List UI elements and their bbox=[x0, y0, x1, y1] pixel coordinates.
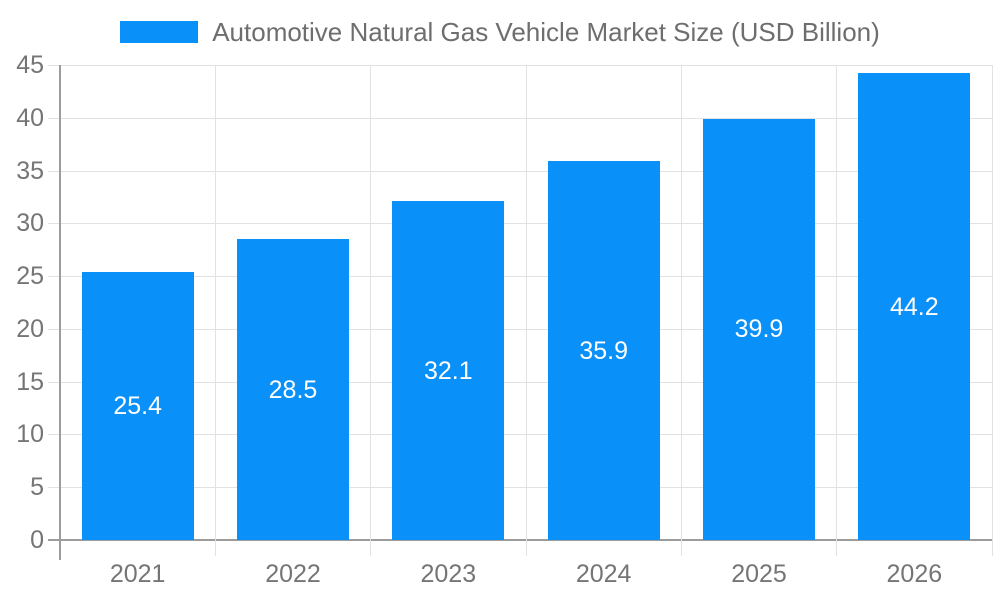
x-axis-tick-label: 2023 bbox=[420, 560, 477, 588]
bar-value-label: 39.9 bbox=[734, 315, 784, 344]
gridline-horizontal bbox=[48, 65, 992, 66]
gridline-horizontal bbox=[48, 328, 992, 330]
y-axis-tick-label: 0 bbox=[30, 526, 44, 554]
bar-2024[interactable] bbox=[547, 161, 660, 540]
bar-value-label: 32.1 bbox=[423, 356, 473, 385]
gridline-horizontal bbox=[48, 434, 992, 436]
gridline-vertical category-boundary bbox=[214, 65, 216, 556]
legend[interactable]: Automotive Natural Gas Vehicle Market Si… bbox=[0, 18, 1000, 46]
x-axis-tick-label: 2021 bbox=[109, 560, 166, 588]
x-axis-tick-label: 2024 bbox=[575, 560, 632, 588]
y-axis-tick-label: 45 bbox=[16, 51, 44, 79]
y-axis-tick-label: 20 bbox=[16, 314, 44, 343]
bar-2021[interactable] bbox=[81, 271, 194, 540]
gridline-vertical category-boundary bbox=[991, 65, 993, 556]
bar-2025[interactable] bbox=[703, 118, 815, 540]
y-axis-tick-label: 15 bbox=[16, 367, 44, 396]
x-axis-tick-label: 2022 bbox=[265, 560, 321, 588]
legend-label chart-title: Automotive Natural Gas Vehicle Market Si… bbox=[212, 17, 880, 47]
bar-2022[interactable] bbox=[237, 239, 349, 540]
legend-swatch bbox=[120, 21, 199, 43]
y-axis-tick-label: 40 bbox=[16, 103, 44, 132]
gridline-vertical category-boundary bbox=[525, 65, 527, 556]
gridline-horizontal bbox=[48, 223, 992, 225]
y-axis-tick-label: 30 bbox=[16, 209, 44, 238]
gridline-horizontal bbox=[48, 276, 992, 278]
gridline-horizontal bbox=[48, 117, 992, 119]
y-axis-tick-label: 25 bbox=[16, 262, 44, 291]
gridline-vertical category-boundary bbox=[370, 65, 372, 556]
y-axis-tick-label: 5 bbox=[30, 473, 44, 502]
gridline-horizontal bbox=[48, 170, 992, 172]
bar-value-label: 44.2 bbox=[889, 292, 939, 321]
y-axis-line bbox=[59, 65, 61, 560]
bar-value-label: 25.4 bbox=[113, 391, 162, 420]
gridline-vertical category-boundary bbox=[680, 65, 682, 556]
bar-2026[interactable] bbox=[858, 73, 971, 540]
bar-value-label: 35.9 bbox=[579, 336, 628, 365]
gridline-horizontal bbox=[48, 381, 992, 383]
y-axis-tick-label: 35 bbox=[16, 156, 44, 185]
x-axis-tick-label: 2026 bbox=[886, 560, 943, 588]
gridline-horizontal bbox=[48, 487, 992, 489]
y-axis-tick-label: 10 bbox=[16, 420, 44, 449]
bar-2023[interactable] bbox=[392, 201, 505, 540]
x-axis-baseline bbox=[48, 539, 992, 541]
x-axis-tick-label: 2025 bbox=[731, 560, 787, 588]
bar-value-label: 28.5 bbox=[268, 375, 318, 404]
gridline-vertical category-boundary bbox=[836, 65, 838, 556]
